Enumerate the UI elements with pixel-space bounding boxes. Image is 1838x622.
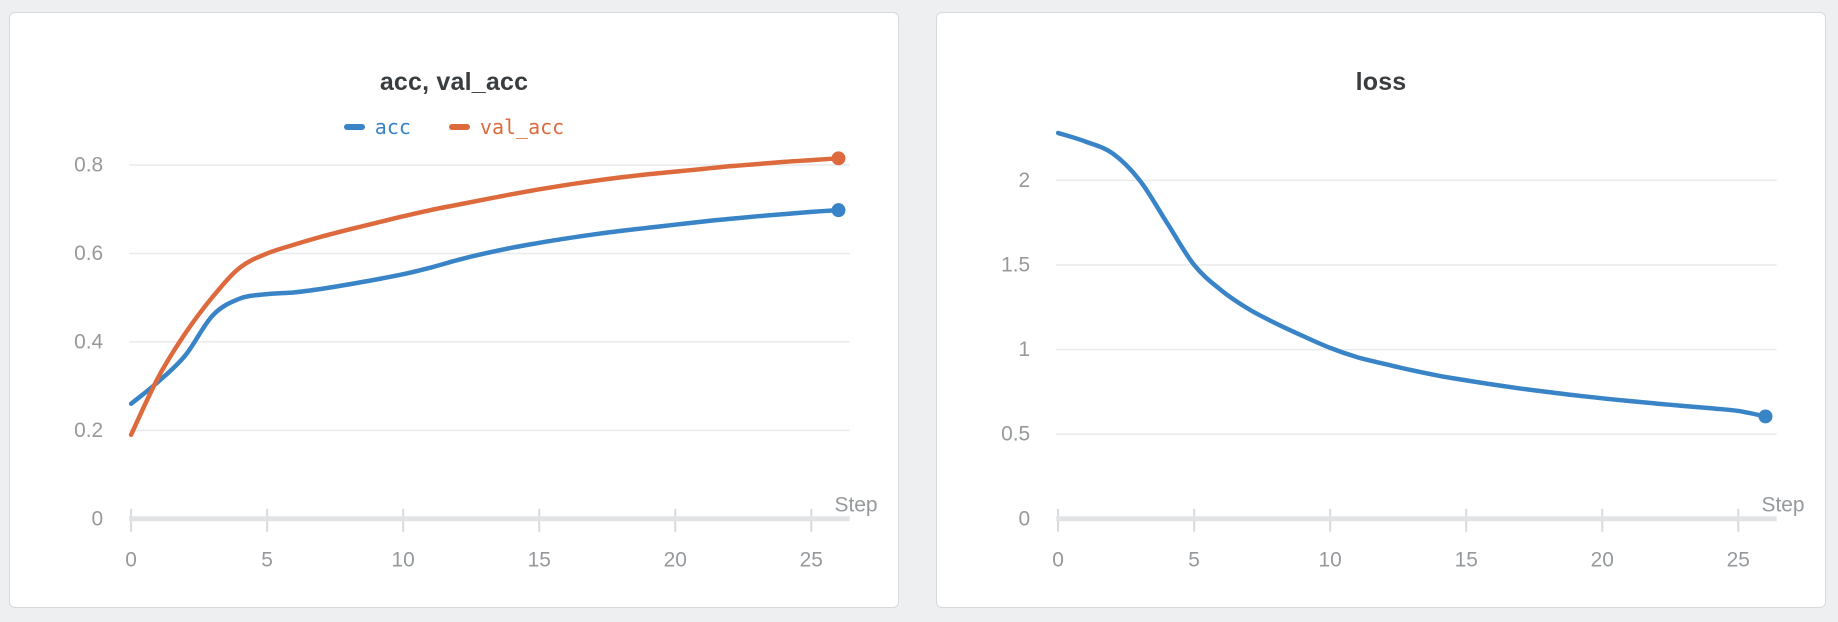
- series-end-dot-val_acc: [831, 151, 846, 166]
- series-end-dot-acc: [831, 203, 846, 218]
- legend-item: val_acc: [448, 114, 565, 140]
- y-tick-label: 1: [1019, 338, 1031, 361]
- chart-title: loss: [1355, 68, 1407, 96]
- x-tick-label: 20: [664, 549, 687, 572]
- chart-canvas[interactable]: 0 0.2 0.4 0.6 0.8 0 5 10 15 20 25 Step: [10, 13, 898, 607]
- x-axis-title: Step: [1762, 493, 1805, 516]
- x-tick-label: 5: [261, 549, 273, 572]
- x-tick-label: 15: [1455, 549, 1478, 572]
- legend-label: acc: [374, 115, 411, 139]
- chart-panel: loss 0 0.5 1 1.5 2 0 5 10 15 20 25 Step: [936, 12, 1826, 608]
- x-tick-label: 0: [1052, 549, 1064, 572]
- series-line-loss: [1055, 130, 1768, 419]
- x-tick-label: 0: [125, 549, 137, 572]
- x-axis-title: Step: [835, 493, 878, 516]
- series-end-dot-loss: [1758, 409, 1773, 424]
- y-tick-label: 0: [92, 507, 104, 530]
- y-tick-label: 1.5: [1001, 253, 1030, 276]
- series-line-acc: [128, 207, 841, 407]
- y-tick-label: 2: [1019, 169, 1031, 192]
- y-tick-label: 0.2: [74, 419, 103, 442]
- x-tick-label: 25: [1727, 549, 1750, 572]
- chart-panel: acc, val_acc acc val_acc 0 0.2 0.4 0.6 0.8 0 5 1…: [9, 12, 899, 608]
- y-tick-label: 0.6: [74, 242, 103, 265]
- legend-label: val_acc: [479, 115, 565, 139]
- x-tick-label: 15: [528, 549, 551, 572]
- y-tick-label: 0.8: [74, 153, 103, 176]
- series-line-val_acc: [128, 156, 841, 438]
- chart-title: acc, val_acc: [379, 68, 529, 96]
- y-tick-label: 0.4: [74, 330, 103, 353]
- x-tick-label: 20: [1591, 549, 1614, 572]
- y-tick-label: 0.5: [1001, 423, 1030, 446]
- x-tick-label: 10: [1319, 549, 1342, 572]
- x-tick-label: 10: [392, 549, 415, 572]
- legend-swatch: [343, 124, 365, 130]
- chart-legend: acc val_acc: [10, 114, 898, 140]
- legend-item: acc: [343, 114, 411, 140]
- y-tick-label: 0: [1019, 507, 1031, 530]
- x-tick-label: 25: [800, 549, 823, 572]
- x-tick-label: 5: [1188, 549, 1200, 572]
- legend-swatch: [448, 124, 470, 130]
